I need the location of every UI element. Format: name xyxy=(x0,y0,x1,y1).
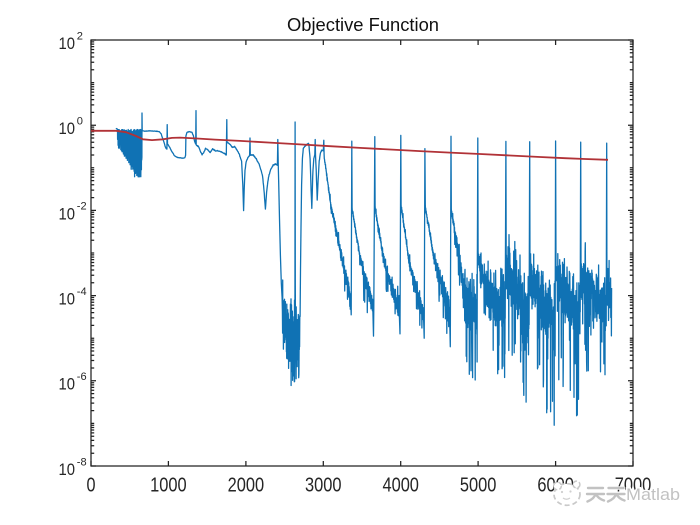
svg-text:3000: 3000 xyxy=(305,473,342,496)
svg-text:10: 10 xyxy=(59,205,76,223)
svg-text:-2: -2 xyxy=(77,201,87,213)
svg-text:2000: 2000 xyxy=(228,473,265,496)
svg-text:1000: 1000 xyxy=(150,473,187,496)
svg-text:10: 10 xyxy=(59,376,76,394)
svg-text:10: 10 xyxy=(59,461,76,479)
svg-text:-6: -6 xyxy=(77,371,87,383)
svg-text:5000: 5000 xyxy=(460,473,497,496)
svg-text:Matlab: Matlab xyxy=(626,485,680,504)
svg-text:4000: 4000 xyxy=(382,473,419,496)
svg-text:10: 10 xyxy=(59,120,76,138)
svg-text:Objective Function: Objective Function xyxy=(287,14,439,35)
svg-text:0: 0 xyxy=(87,473,96,496)
svg-text:10: 10 xyxy=(59,291,76,309)
svg-text:-4: -4 xyxy=(77,286,87,298)
svg-text:2: 2 xyxy=(77,30,83,42)
svg-text:10: 10 xyxy=(59,35,76,53)
svg-text:7000: 7000 xyxy=(615,473,652,496)
svg-text:-8: -8 xyxy=(77,456,87,468)
svg-text:Matlab: Matlab xyxy=(626,485,680,504)
svg-text:0: 0 xyxy=(77,116,83,128)
